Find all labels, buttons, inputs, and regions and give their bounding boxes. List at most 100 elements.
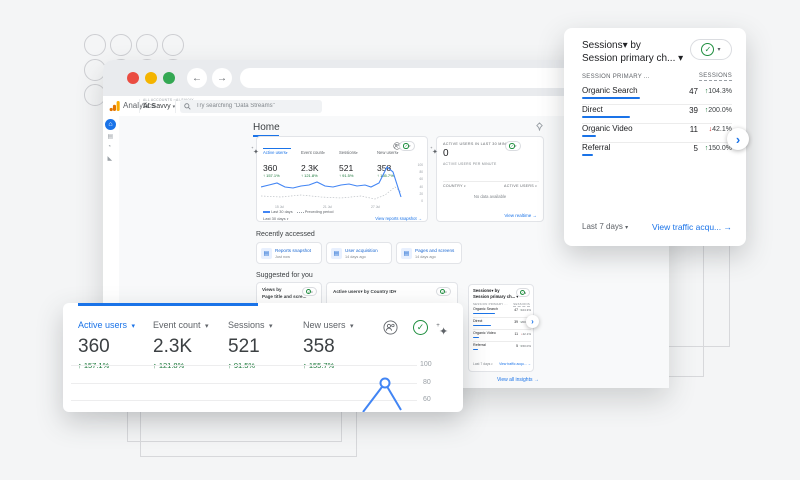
table-row[interactable]: Direct 39 ↑200.0%	[582, 105, 732, 123]
metric-event-count[interactable]: Event count▾ 2.3K ↑ 121.8%	[301, 150, 325, 178]
metric-event-count[interactable]: Event count ▾ 2.3K ↑ 121.8%	[153, 320, 209, 370]
dimension-column-header[interactable]: SESSION PRIMARY ...	[582, 74, 650, 80]
insights-sparkle-icon[interactable]: ✦ +	[436, 322, 449, 338]
search-input[interactable]	[194, 102, 316, 110]
view-realtime-link[interactable]: View realtime →	[504, 213, 537, 218]
check-icon: ✓	[520, 290, 524, 295]
divider	[443, 181, 539, 182]
nav-home-item[interactable]: ⌂	[105, 119, 116, 130]
up-arrow-icon: ↑	[704, 87, 709, 95]
scroll-right-button[interactable]: ›	[526, 315, 539, 328]
status-ok-pill[interactable]: ✓ ▾	[505, 141, 521, 151]
view-reports-snapshot-link[interactable]: View reports snapshot →	[375, 215, 422, 221]
table-row[interactable]: Organic Search 47 ↑104.3%	[582, 86, 732, 104]
realtime-subtitle: ACTIVE USERS PER MINUTE	[443, 162, 497, 166]
view-traffic-acquisition-link[interactable]: View traffic acqu... →	[499, 361, 531, 366]
nav-explore-item[interactable]: ◔	[108, 144, 112, 150]
period-selector[interactable]: Last 7 days ▾	[473, 362, 493, 366]
chevron-down-icon: ▾	[717, 47, 721, 53]
address-bar[interactable]	[240, 68, 652, 88]
x-tick: 15 Jul	[275, 205, 285, 209]
back-button[interactable]: ←	[187, 68, 207, 88]
scroll-right-button[interactable]: ›	[727, 128, 749, 150]
view-traffic-acquisition-link[interactable]: View traffic acqu... →	[652, 221, 732, 232]
up-arrow-icon: ↑	[704, 106, 709, 114]
account-breadcrumb: ALL ACCOUNTS › AI-SAVVY	[143, 98, 194, 102]
country-column-header[interactable]: COUNTRY ▾	[443, 184, 466, 188]
view-all-insights-link[interactable]: View all insights →	[497, 377, 539, 383]
table-row[interactable]: Organic Search 47 ↑104.3%	[473, 307, 531, 318]
divider	[582, 104, 732, 105]
realtime-value: 0	[443, 148, 449, 159]
metric-new-users[interactable]: New users ▾ 358 ↑ 155.7%	[303, 320, 354, 370]
metric-sessions[interactable]: Sessions ▾ 521 ↑ 91.5%	[228, 320, 273, 370]
metric-new-users[interactable]: New users▾ 358 ↑ 155.7%	[377, 150, 399, 178]
metric-column-header[interactable]: SESSIONS	[698, 73, 732, 81]
metric-active-users[interactable]: Active users▾ 360 ↑ 157.1%	[263, 141, 291, 178]
realtime-card: ACTIVE USERS IN LAST 30 MINUTES ✓ ▾ ✦ + 0 …	[430, 136, 544, 222]
check-icon: ✓	[510, 144, 514, 148]
x-tick: 27 Jul	[371, 205, 381, 209]
active-users-column-header[interactable]: ACTIVE USERS ▾	[504, 184, 537, 188]
status-ok-pill[interactable]: ✓ ▾	[516, 288, 530, 297]
window-minimize-button[interactable]	[145, 72, 157, 84]
decor-circle	[84, 34, 106, 56]
metric-sessions[interactable]: Sessions▾ 521 ↑ 91.5%	[339, 150, 358, 178]
analytics-logo-icon	[109, 101, 120, 112]
y-tick: 100	[420, 361, 432, 368]
chevron-down-icon: ▾	[445, 289, 447, 294]
recent-item-pages-screens[interactable]: ▤ Pages and screens 14 days ago	[396, 242, 462, 264]
sessions-insight-card: Sessions▾ by Session primary ch... ▾ ✓ ▾…	[564, 28, 749, 246]
table-row[interactable]: Referral 5 ↑150.0%	[582, 143, 732, 161]
card-title-line1[interactable]: Sessions▾ by	[582, 40, 641, 51]
report-icon: ▤	[331, 248, 342, 259]
metric-active-users[interactable]: Active users ▾ 360 ↑ 157.1%	[78, 320, 135, 370]
account-switcher[interactable]: AI Savvy ▾	[143, 103, 176, 110]
forward-button[interactable]: →	[212, 68, 232, 88]
nav-reports-item[interactable]: ▤	[108, 133, 114, 140]
nav-advertising-item[interactable]: ◣	[108, 155, 113, 162]
window-close-button[interactable]	[127, 72, 139, 84]
pin-icon[interactable]	[535, 122, 544, 131]
check-circle-icon: ✓	[701, 43, 715, 56]
sessions-mini-card[interactable]: Sessions▾ by Session primary ch... ▾ ✓ ▾ …	[468, 284, 534, 372]
recent-item-user-acquisition[interactable]: ▤ User acquisition 14 days ago	[326, 242, 392, 264]
gridline	[71, 365, 417, 366]
header-divider	[139, 99, 140, 113]
table-row[interactable]: Referral 5 ↑150.0%	[473, 343, 531, 354]
chevron-down-icon: ▾	[464, 184, 466, 188]
y-tick: 60	[423, 396, 431, 403]
chevron-down-icon: ▾	[323, 151, 325, 155]
decor-circle	[136, 34, 158, 56]
search-box[interactable]	[180, 99, 322, 113]
legend-line-current	[263, 211, 270, 213]
chevron-right-icon: ›	[531, 317, 534, 326]
chevron-down-icon: ▾	[286, 217, 289, 221]
window-zoom-button[interactable]	[163, 72, 175, 84]
legend-line-previous	[296, 211, 304, 213]
status-ok-pill[interactable]: ✓ ▾	[399, 141, 415, 151]
table-row[interactable]: Direct 39 ↑200.0%	[473, 319, 531, 330]
divider	[473, 329, 531, 330]
reports-icon: ▤	[107, 134, 114, 140]
status-ok-icon[interactable]: ✓	[413, 320, 428, 335]
users-icon[interactable]	[383, 320, 398, 335]
recent-item-reports-snapshot[interactable]: ▤ Reports snapshot Just now	[256, 242, 322, 264]
chevron-down-icon: ▾	[285, 151, 288, 155]
status-ok-pill[interactable]: ✓ ▾	[302, 287, 317, 296]
analytics-header: Analytics ALL ACCOUNTS › AI-SAVVY AI Sav…	[103, 96, 669, 117]
check-icon: ✓	[404, 144, 408, 148]
y-tick: 80	[423, 379, 431, 386]
status-ok-pill[interactable]: ✓ ▾	[436, 287, 451, 296]
period-selector[interactable]: Last 7 days ▾	[582, 222, 629, 231]
card-title-line2[interactable]: Session primary ch... ▾	[582, 53, 684, 64]
table-row[interactable]: Organic Video 11 ↓42.1%	[473, 331, 531, 342]
status-ok-pill[interactable]: ✓ ▾	[690, 39, 732, 60]
period-selector[interactable]: Last 30 days ▾	[263, 216, 289, 221]
up-arrow-icon: ↑	[704, 144, 709, 152]
insights-sparkle-icon[interactable]: ✦ +	[251, 146, 259, 156]
table-row[interactable]: Organic Video 11 ↓42.1%	[582, 124, 732, 142]
divider	[473, 341, 531, 342]
insights-sparkle-icon[interactable]: ✦ +	[430, 146, 438, 156]
realtime-title: ACTIVE USERS IN LAST 30 MINUTES	[443, 142, 517, 146]
